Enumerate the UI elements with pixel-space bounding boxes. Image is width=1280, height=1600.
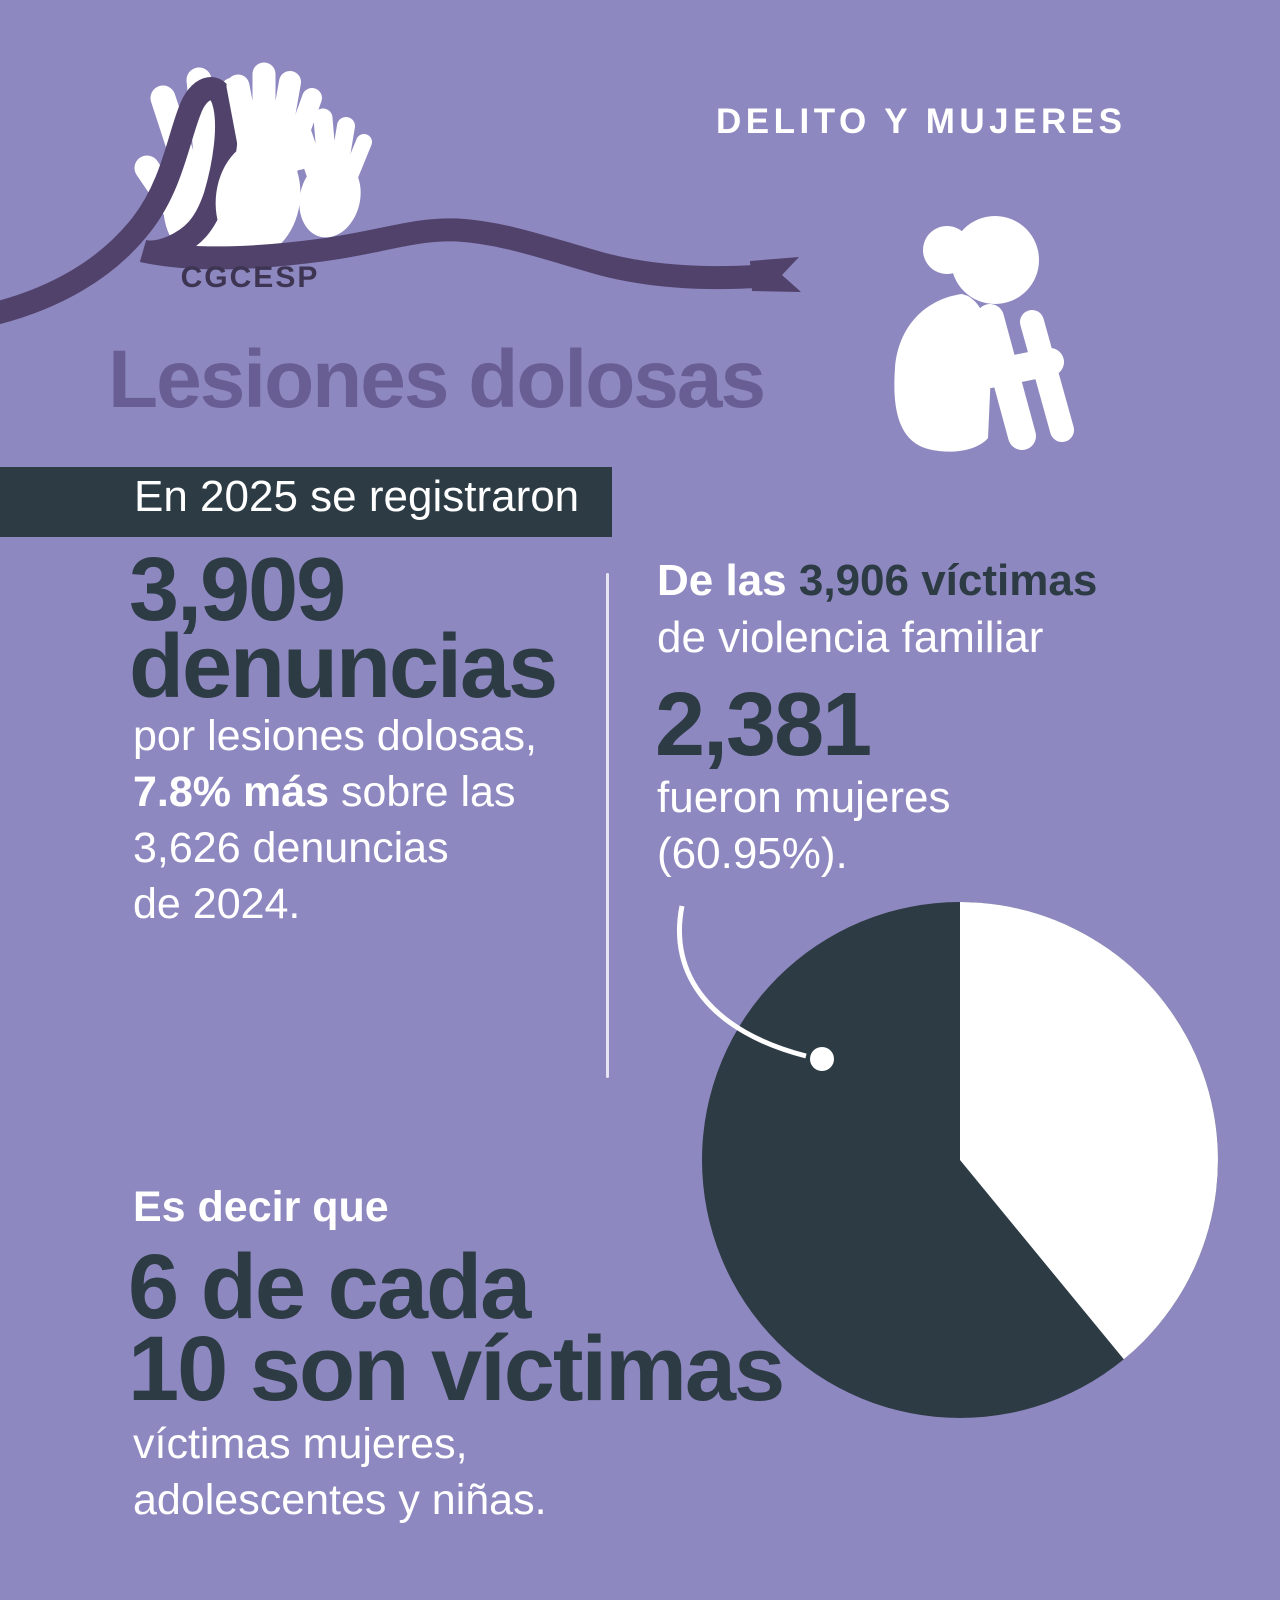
right-stat-intro-line2: de violencia familiar [657,613,1044,662]
conclusion-sub-line: adolescentes y niñas. [133,1476,547,1524]
leader-dot [810,1047,834,1071]
leg [1020,310,1074,442]
awareness-ribbon-icon [0,77,238,325]
leg [976,304,1036,450]
conclusion-sub-line: víctimas mujeres, [133,1420,468,1468]
right-stat-number: 2,381 [655,675,872,775]
left-stat-number-label: denuncias [129,617,558,717]
left-stat-line: 7.8% más sobre las [133,764,537,820]
left-stat-line: por lesiones dolosas, [133,712,537,760]
left-stat-number: 3,909 denuncias [129,540,558,717]
right-stat-sub-line: fueron mujeres [657,773,951,822]
left-stat-line: 3,626 denuncias [133,824,449,872]
ribbon-tail-icon [145,218,801,292]
left-stat-line-rest: sobre las [329,768,516,816]
conclusion-big-line: 10 son víctimas [128,1318,785,1420]
head [951,216,1039,304]
right-stat-percentage: (60.95%). [657,829,848,878]
right-stat-intro: De las 3,906 víctimas de violencia famil… [657,552,1097,666]
right-stat-intro-line1: De las 3,906 víctimas [657,552,1097,609]
left-stat-number-value: 3,909 [129,540,346,640]
conclusion-big-text: 6 de cada 10 son víctimas [128,1236,785,1420]
hand-icon [291,108,372,238]
right-stat-intro-lead: De las [657,556,799,605]
pie-slice-white [960,902,1218,1360]
left-stat-highlight: 7.8% más [133,768,330,816]
pie-chart [676,902,1218,1418]
sad-person-icon [894,216,1074,452]
column-divider [606,573,609,1078]
main-title: Lesiones dolosas [108,334,766,425]
left-stat-description: por lesiones dolosas, 7.8% más sobre las… [133,708,537,932]
year-banner-text: En 2025 se registraron [134,472,580,521]
leader-line [676,905,807,1059]
conclusion-big-line: 6 de cada [128,1236,531,1338]
arm [926,304,1064,388]
page-header-title: DELITO Y MUJERES [716,102,1127,141]
right-stat-intro-victims: 3,906 víctimas [798,556,1098,605]
conclusion-sub-text: víctimas mujeres, adolescentes y niñas. [133,1416,547,1528]
conclusion-kicker: Es decir que [133,1183,389,1231]
left-stat-line: de 2024. [133,880,301,928]
logo-org-name: CGCESP [180,261,320,294]
right-stat-sub: fueron mujeres (60.95%). [657,770,950,882]
year-banner [0,467,612,537]
